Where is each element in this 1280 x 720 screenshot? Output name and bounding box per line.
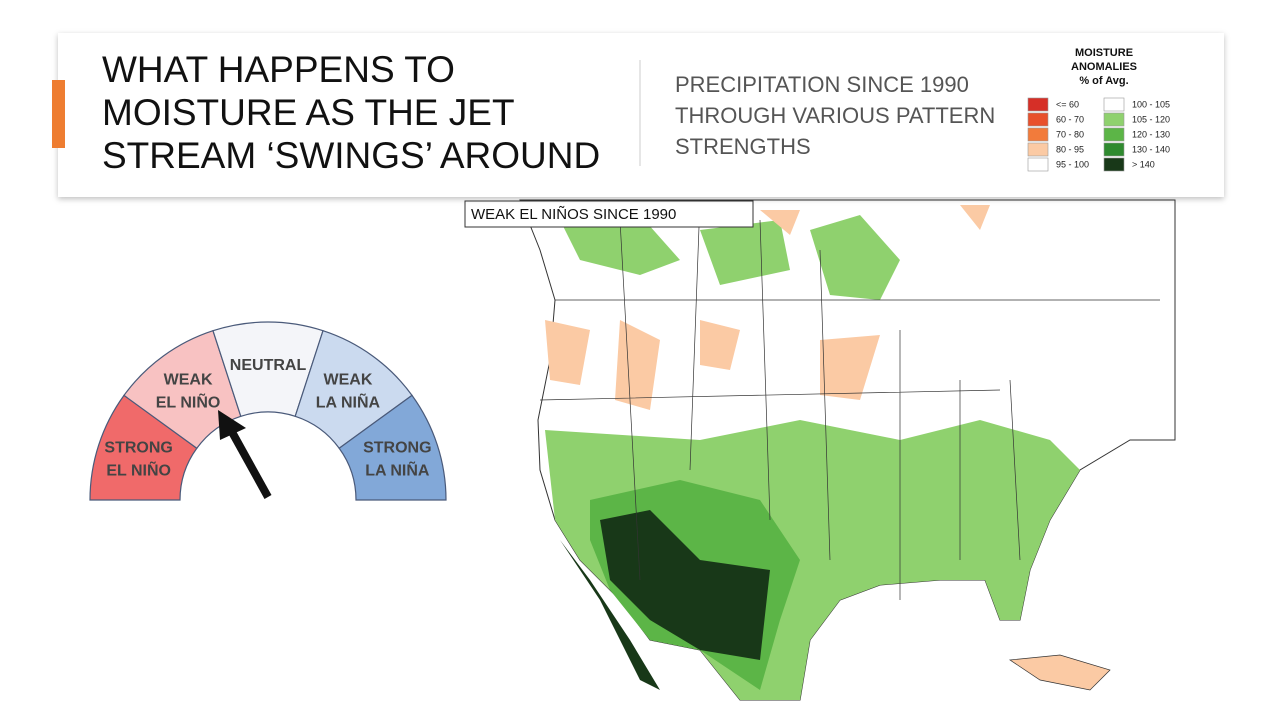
title-line: MOISTURE AS THE JET (102, 92, 515, 133)
gauge-label: WEAK (164, 371, 213, 388)
legend-swatch (1103, 97, 1125, 112)
legend-label: 70 - 80 (1056, 129, 1084, 139)
legend-swatch (1027, 127, 1049, 142)
gauge-label: LA NIÑA (316, 391, 381, 411)
gauge-segment (338, 394, 447, 501)
legend-label: 80 - 95 (1056, 144, 1084, 154)
moisture-region (560, 540, 660, 690)
legend-title: % of Avg. (1079, 75, 1128, 87)
legend-swatch (1027, 142, 1049, 157)
legend-label: 120 - 130 (1132, 129, 1170, 139)
gauge-label: NEUTRAL (230, 357, 307, 374)
legend-swatch (1027, 112, 1049, 127)
legend-swatch (1027, 157, 1049, 172)
title-line: STREAM ‘SWINGS’ AROUND (102, 135, 600, 176)
map: WEAK EL NIÑOS SINCE 1990 (464, 199, 1176, 701)
accent-bar (52, 80, 65, 148)
subtitle-line: STRENGTHS (675, 134, 811, 159)
dry-region (545, 205, 990, 410)
gauge-label: EL NIÑO (156, 391, 221, 411)
title-line: WHAT HAPPENS TO (102, 49, 455, 90)
legend-swatch (1103, 112, 1125, 127)
legend-swatch (1103, 127, 1125, 142)
legend-label: 100 - 105 (1132, 99, 1170, 109)
island (1008, 654, 1111, 691)
map-label: WEAK EL NIÑOS SINCE 1990 (471, 206, 676, 223)
legend-swatch (1103, 142, 1125, 157)
gauge-label: LA NIÑA (365, 459, 430, 479)
legend-swatch (1027, 97, 1049, 112)
legend-label: > 140 (1132, 159, 1155, 169)
legend-title: ANOMALIES (1071, 61, 1137, 73)
gauge-label: STRONG (363, 439, 431, 456)
legend-label: 130 - 140 (1132, 144, 1170, 154)
gauge-label: STRONG (104, 439, 172, 456)
legend-label: <= 60 (1056, 99, 1079, 109)
legend-label: 95 - 100 (1056, 159, 1089, 169)
subtitle-line: THROUGH VARIOUS PATTERN (675, 103, 995, 128)
map-label-box (464, 200, 754, 228)
moisture-region (555, 210, 900, 300)
gauge-label: WEAK (323, 371, 372, 388)
subtitle-line: PRECIPITATION SINCE 1990 (675, 72, 969, 97)
moisture-region (600, 510, 770, 660)
gauge-needle (228, 430, 272, 499)
gauge-needle-head (218, 410, 246, 440)
gauge-label: EL NIÑO (106, 459, 171, 479)
legend-title: MOISTURE (1075, 47, 1133, 59)
border (539, 199, 1160, 600)
legend-label: 105 - 120 (1132, 114, 1170, 124)
legend-label: 60 - 70 (1056, 114, 1084, 124)
legend-swatch (1103, 157, 1125, 172)
